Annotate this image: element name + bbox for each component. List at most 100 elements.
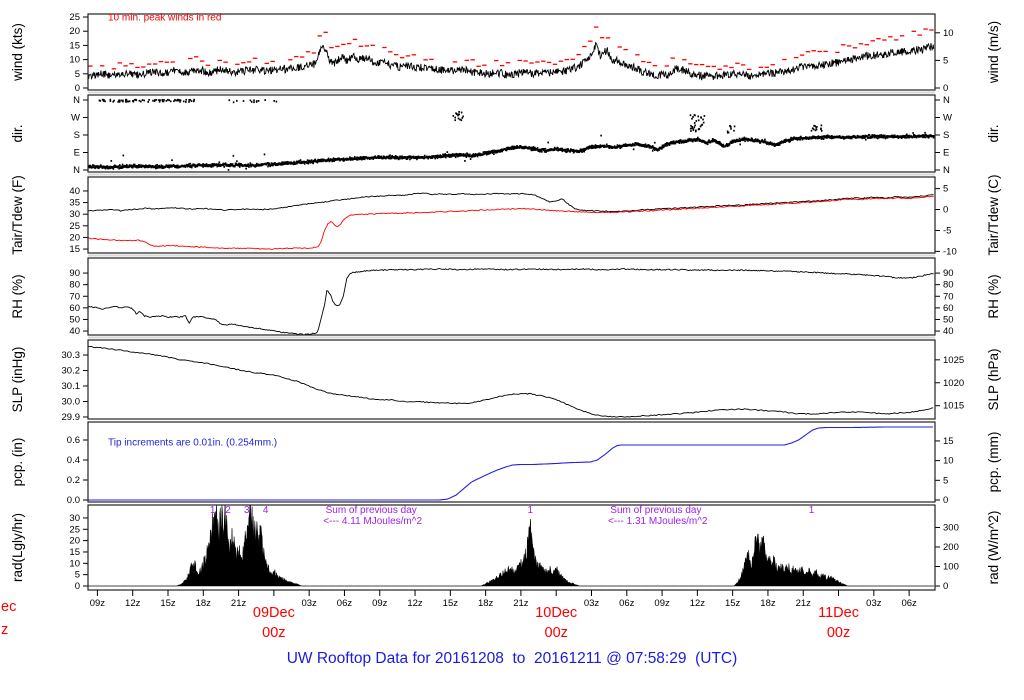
dir-ytick-left: S — [74, 130, 80, 141]
dir-ytick-left: W — [71, 112, 80, 123]
dir-ylabel-left: dir. — [10, 124, 25, 142]
panel-gap — [88, 173, 935, 176]
rad-ytick-left: 30 — [69, 513, 80, 524]
wind-frame — [87, 13, 936, 91]
pcp-ytick-left: 0.4 — [67, 455, 80, 466]
rad-frame — [87, 504, 936, 591]
slp-ytick-left: 30.1 — [62, 381, 81, 392]
dir-ytick-right: W — [943, 112, 952, 123]
slp-frame — [87, 339, 936, 420]
slp-ytick-left: 30.3 — [62, 350, 81, 361]
pcp-frame — [87, 421, 936, 503]
rad-ytick-right: 300 — [943, 522, 959, 533]
wind-ytick-right: 10 — [943, 28, 954, 39]
clipped-date-hour: z — [1, 622, 8, 638]
rad-mark-1c: 1 — [809, 505, 815, 516]
slp-ytick-left: 30.2 — [62, 366, 81, 377]
pcp-ytick-right: 10 — [943, 456, 954, 467]
wind-speed — [88, 41, 935, 81]
dir-ytick-right: S — [943, 130, 949, 141]
x-tick-label: 03z — [866, 598, 882, 609]
rh-ytick-left: 50 — [69, 314, 80, 325]
tair-tdew-ytick-right: 5 — [943, 184, 948, 195]
wind-ytick-left: 5 — [75, 69, 80, 80]
tair-tdew-frame — [87, 176, 936, 254]
wind-panel: 0 5 10 15 20 25 0 5 10 wind (kts) wind (m/s) 10 min… — [10, 12, 1001, 94]
tair-tdew-series-group — [88, 192, 934, 250]
slp-ytick-left: 30.0 — [62, 396, 81, 407]
x-tick-label: 15z — [725, 598, 741, 609]
pcp-axis-ticks: 0.0 0.2 0.4 0.6 0 5 10 15 — [67, 435, 954, 506]
x-tick-label: 09z — [654, 598, 670, 609]
clipped-date-label: ec — [1, 599, 16, 615]
rad-ytick-left: 10 — [69, 558, 80, 569]
x-tick-label: 12z — [125, 598, 141, 609]
figure-title: UW Rooftop Data for 20161208 to 20161211… — [286, 650, 738, 667]
x-tick-label: 03z — [301, 598, 317, 609]
rh-ytick-right: 40 — [943, 326, 954, 337]
tair-tdew-ytick-right: 0 — [943, 205, 948, 216]
tip-increments-note: Tip increments are 0.01in. (0.254mm.) — [108, 438, 277, 449]
rh-ylabel-right: RH (%) — [986, 274, 1001, 318]
x-tick-label: 12z — [407, 598, 423, 609]
wind-ytick-left: 0 — [75, 83, 80, 94]
wind-series-group — [88, 26, 935, 81]
x-tick-label: 18z — [478, 598, 494, 609]
x-tick-label: 06z — [901, 598, 917, 609]
wind-direction — [88, 98, 935, 171]
rh-series-group — [88, 268, 934, 335]
wind-ytick-left: 20 — [69, 26, 80, 37]
panel-gap — [88, 336, 935, 339]
sum-prev-day-2-line2: <--- 1.31 MJoules/m^2 — [608, 516, 708, 527]
date-label-hour: 00z — [262, 625, 285, 641]
rad-ytick-right: 100 — [943, 561, 959, 572]
x-tick-label: 18z — [196, 598, 212, 609]
date-label: 09Dec — [253, 605, 295, 621]
rad-mark-4: 4 — [263, 505, 269, 516]
wind-ylabel-left: wind (kts) — [10, 23, 25, 82]
rh-ytick-right: 70 — [943, 291, 954, 302]
rad-ylabel-right: rad (W/m^2) — [986, 511, 1001, 585]
wind-ytick-left: 15 — [69, 40, 80, 51]
panel-gap — [88, 254, 935, 257]
pcp-ylabel-right: pcp. (mm) — [986, 432, 1001, 493]
pcp-series-group — [88, 426, 934, 501]
solar-radiation — [88, 505, 934, 587]
sea-level-pressure — [88, 345, 934, 418]
relative-humidity — [88, 268, 934, 335]
wind-ylabel-right: wind (m/s) — [986, 21, 1001, 84]
rad-ytick-left: 15 — [69, 547, 80, 558]
tair — [88, 192, 934, 213]
tair-tdew-ytick-right: -5 — [943, 225, 951, 236]
sum-prev-day-1-line2: <--- 4.11 MJoules/m^2 — [323, 516, 422, 527]
slp-ytick-right: 1025 — [943, 355, 964, 366]
x-tick-label: 09z — [90, 598, 106, 609]
dir-ylabel-right: dir. — [986, 124, 1001, 142]
wind-axis-ticks: 0 5 10 15 20 25 0 5 10 — [69, 12, 953, 94]
rad-ytick-left: 25 — [69, 524, 80, 535]
rad-ytick-right: 200 — [943, 542, 959, 553]
dir-ytick-right: N — [943, 165, 950, 176]
wind-ytick-right: 5 — [943, 55, 948, 66]
rh-ytick-right: 50 — [943, 314, 954, 325]
dir-ytick-left: N — [73, 165, 80, 176]
dir-frame — [87, 94, 936, 173]
slp-ytick-right: 1020 — [943, 378, 964, 389]
slp-panel: 29.9 30.0 30.1 30.2 30.3 1015 1020 1025 SLP (inH… — [10, 339, 1001, 423]
pcp-ylabel-left: pcp. (in) — [10, 438, 25, 487]
dir-ytick-right: N — [943, 95, 950, 106]
rh-ytick-right: 60 — [943, 303, 954, 314]
wind-ytick-right: 0 — [943, 83, 948, 94]
panel-gap — [88, 91, 935, 94]
date-label-hour: 00z — [545, 625, 568, 641]
date-label: 11Dec — [818, 605, 859, 621]
rh-ytick-left: 90 — [69, 268, 80, 279]
peak-winds-note: 10 min. peak winds in red — [108, 12, 221, 23]
x-axis: 09z 12z 15z 18z 21z 03z 06z 09z 12z 15z 18z 21z 03z 0… — [1, 590, 917, 641]
